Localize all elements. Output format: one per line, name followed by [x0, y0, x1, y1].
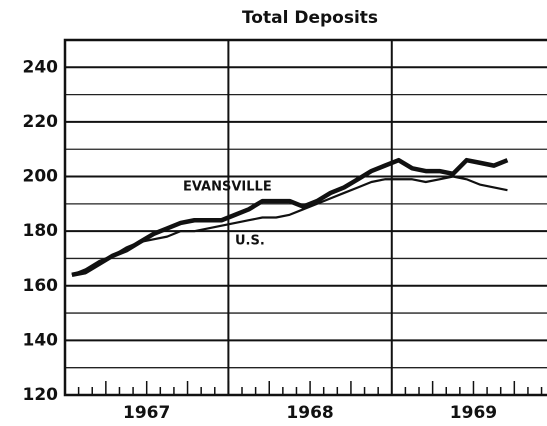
x-tick-label: 1967 [123, 403, 170, 423]
series-label: U.S. [235, 234, 265, 249]
y-tick-label: 120 [23, 385, 59, 405]
x-tick-label: 1969 [450, 403, 497, 423]
y-tick-label: 200 [23, 167, 59, 187]
chart-title: Total Deposits [242, 8, 378, 28]
y-tick-label: 240 [23, 57, 59, 77]
x-tick-label: 1968 [286, 403, 333, 423]
series-label: EVANSVILLE [183, 180, 272, 195]
y-tick-label: 180 [23, 221, 59, 241]
plot-frame [63, 38, 547, 397]
y-tick-label: 220 [23, 112, 59, 132]
y-tick-label: 160 [23, 276, 59, 296]
series-line [71, 157, 509, 278]
series-line [71, 175, 508, 276]
y-tick-label: 140 [23, 330, 59, 350]
